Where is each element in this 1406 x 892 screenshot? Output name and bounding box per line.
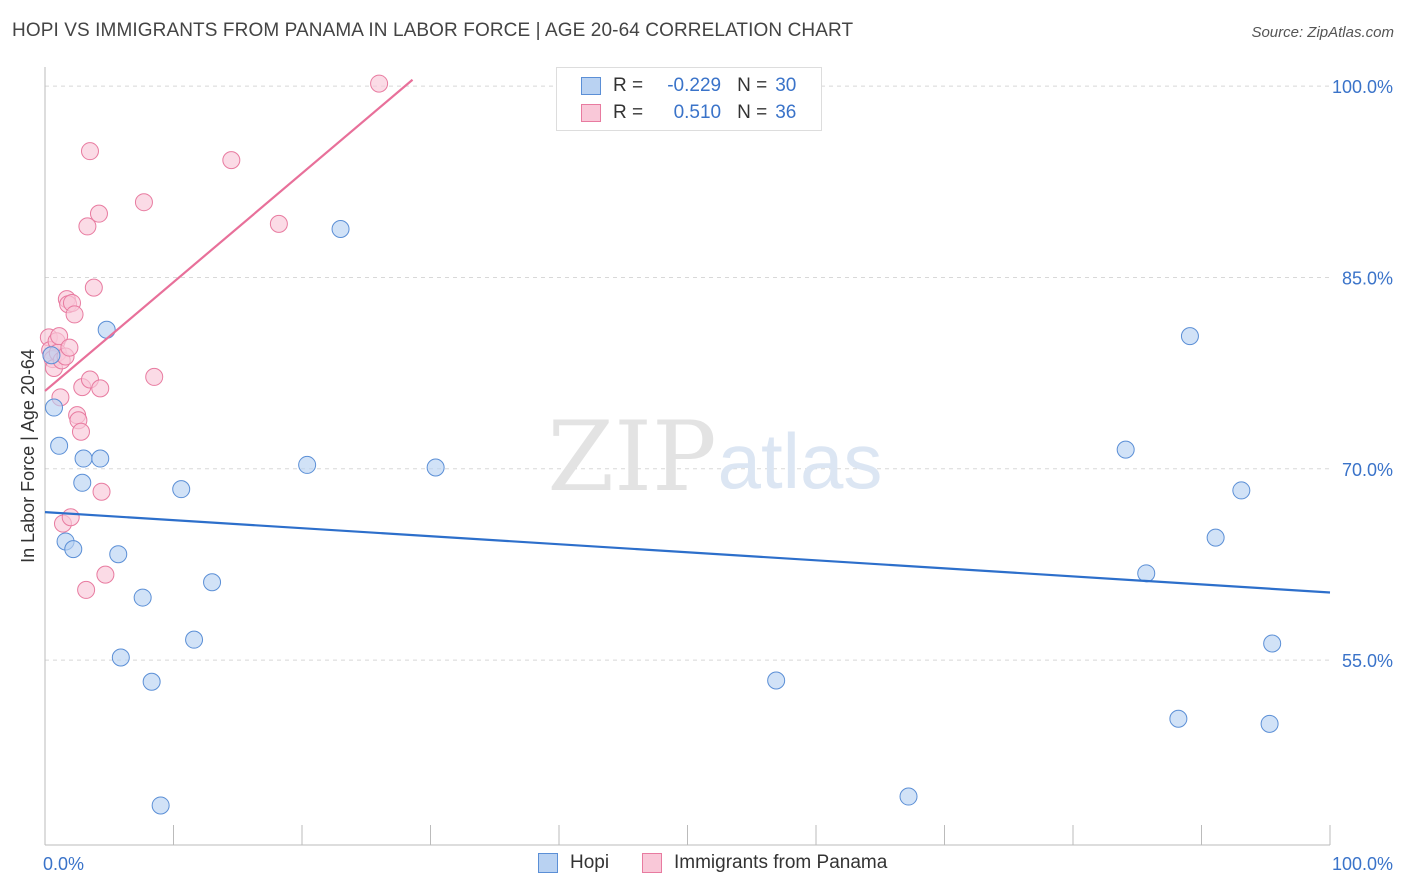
hopi-point [64, 540, 83, 559]
x-tick-label: 100.0% [1332, 854, 1393, 874]
hopi-point [767, 671, 786, 690]
trend-layer [44, 78, 1331, 594]
hopi-point [298, 455, 317, 474]
hopi-point [1260, 714, 1279, 733]
hopi-point [1232, 481, 1251, 500]
hopi-point [1137, 564, 1156, 583]
bottom-legend-label-panama: Immigrants from Panama [674, 852, 888, 873]
hopi-point [426, 458, 445, 477]
panama-point [269, 214, 288, 233]
panama-point [222, 151, 241, 170]
hopi-point [42, 346, 61, 365]
panama-point [134, 193, 153, 212]
x-tick-label: 0.0% [43, 854, 84, 874]
panama-point [77, 580, 96, 599]
hopi-point [50, 436, 69, 455]
legend-n-value: 30 [775, 75, 797, 96]
legend-r-value: -0.229 [667, 75, 722, 96]
panama-point [91, 379, 110, 398]
hopi-point [1169, 709, 1188, 728]
hopi-point [44, 398, 63, 417]
axis-layer: 55.0% 70.0% 85.0% 100.0% 0.0% 100.0% [43, 67, 1393, 874]
grid-layer [45, 85, 1330, 661]
bottom-legend-panama[interactable]: Immigrants from Panama [642, 852, 887, 874]
hopi-point [73, 473, 92, 492]
panama-point [89, 204, 108, 223]
y-axis-title: In Labor Force | Age 20-64 [18, 349, 38, 563]
legend-swatch-panama [581, 104, 601, 122]
correlation-legend: R = -0.229 N = 30 R = 0.510 N = 36 [556, 67, 822, 131]
y-tick-label: 100.0% [1332, 77, 1393, 97]
y-tick-label: 85.0% [1342, 268, 1393, 288]
hopi-point [151, 796, 170, 815]
legend-swatch-hopi [581, 77, 601, 95]
hopi-point [97, 320, 116, 339]
panama-point [60, 338, 79, 357]
panama-point [50, 327, 69, 346]
y-tick-label: 55.0% [1342, 651, 1393, 671]
hopi-point [142, 672, 161, 691]
panama-point [61, 508, 80, 527]
hopi-point [74, 449, 93, 468]
hopi-point [111, 648, 130, 667]
bottom-legend-hopi[interactable]: Hopi [538, 852, 609, 874]
hopi-point [1116, 440, 1135, 459]
hopi-point [91, 449, 110, 468]
hopi-point [1263, 634, 1282, 653]
watermark-zip: ZIP [547, 401, 716, 513]
hopi-point [133, 588, 152, 607]
hopi-trend-line [44, 511, 1331, 594]
panama-trend-line [44, 78, 414, 392]
legend-row-hopi: R = -0.229 N = 30 [581, 74, 796, 98]
panama-point [96, 565, 115, 584]
hopi-point [203, 573, 222, 592]
watermark-atlas: atlas [718, 417, 883, 505]
panama-point [145, 367, 164, 386]
hopi-point [331, 219, 350, 238]
bottom-legend-swatch-hopi [538, 853, 558, 873]
legend-r-label: R = [613, 75, 644, 96]
hopi-point [1180, 327, 1199, 346]
bottom-legend-swatch-panama [642, 853, 662, 873]
hopi-point [172, 480, 191, 499]
source-label: Source: ZipAtlas.com [1251, 24, 1394, 41]
hopi-point [899, 787, 918, 806]
legend-n-label: N = [737, 102, 768, 123]
hopi-point [1206, 528, 1225, 547]
points-layer [39, 74, 1282, 815]
hopi-point [109, 545, 128, 564]
legend-n-value: 36 [775, 102, 797, 123]
panama-point [65, 305, 84, 324]
legend-r-value: 0.510 [673, 102, 722, 123]
legend-row-panama: R = 0.510 N = 36 [581, 101, 796, 125]
panama-point [78, 217, 97, 236]
panama-point [370, 74, 389, 93]
panama-point [71, 422, 90, 441]
legend-r-label: R = [613, 102, 644, 123]
hopi-point [185, 630, 204, 649]
y-tick-label: 70.0% [1342, 460, 1393, 480]
panama-point [84, 278, 103, 297]
panama-point [80, 142, 99, 161]
legend-n-label: N = [737, 75, 768, 96]
chart-title: HOPI VS IMMIGRANTS FROM PANAMA IN LABOR … [12, 20, 854, 41]
bottom-legend-label-hopi: Hopi [570, 852, 610, 873]
panama-point [92, 482, 111, 501]
